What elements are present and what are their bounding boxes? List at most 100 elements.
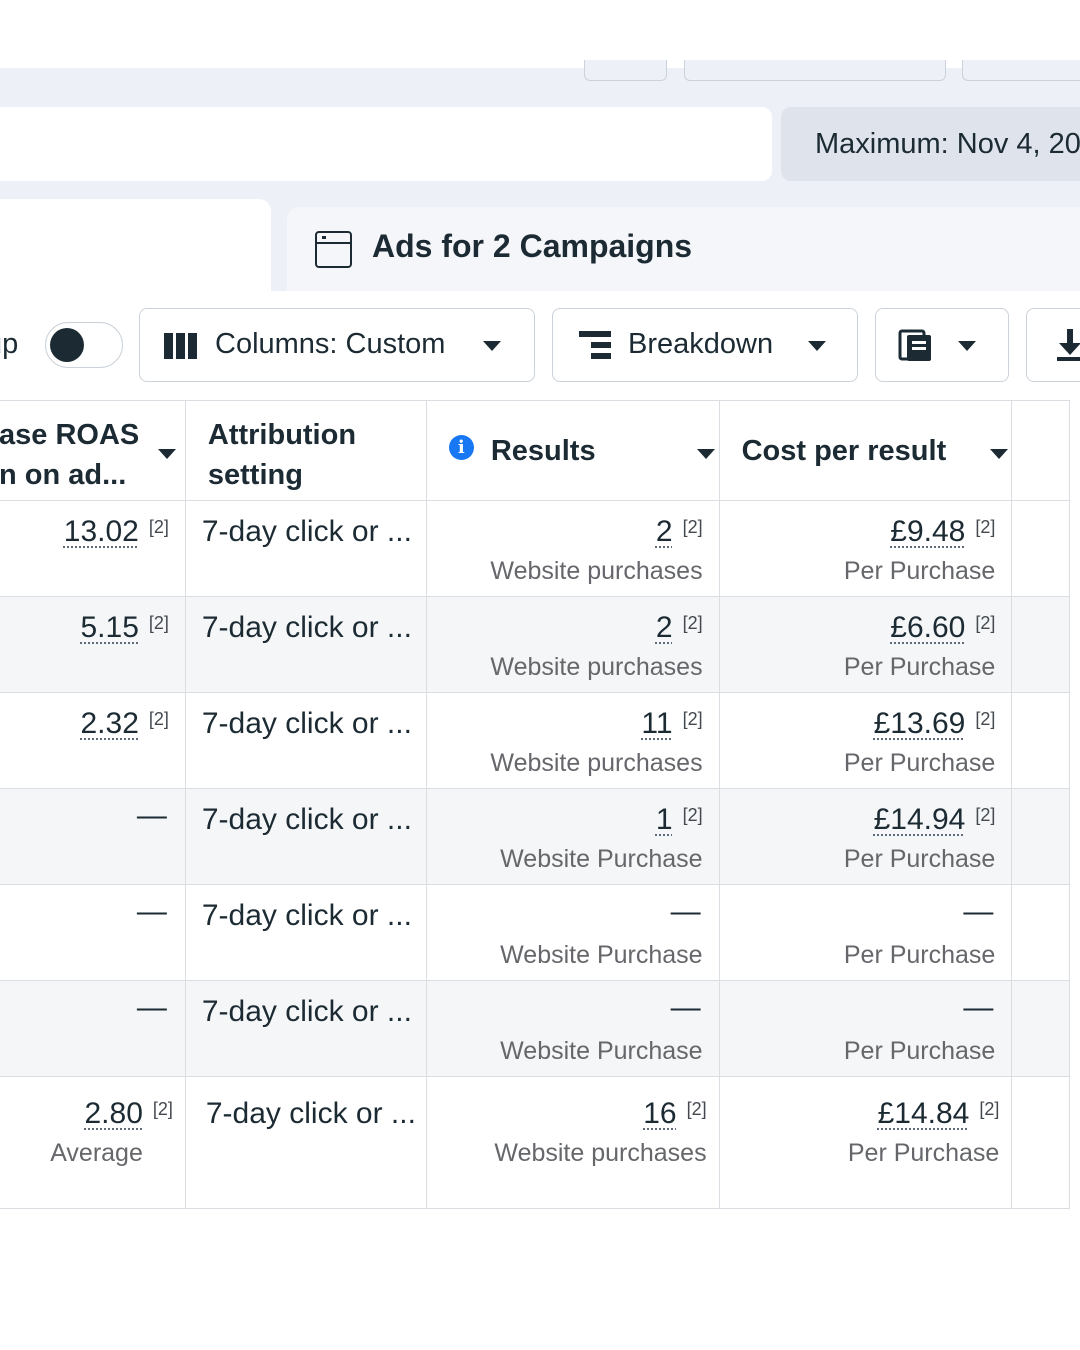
toggle-label: up xyxy=(0,328,19,360)
footnote-marker: [2] xyxy=(686,1099,707,1119)
cost-type: Per Purchase xyxy=(843,845,996,873)
attribution-value: 7-day click or ... xyxy=(201,995,412,1028)
header-results-label: Results xyxy=(490,435,596,467)
table-row[interactable]: 5.15 [2] 7-day click or ... 2 [2] Website p… xyxy=(0,596,1070,693)
table-total-row: 2.80 [2] Average 7-day click or ... 16 [2] W… xyxy=(0,1076,1070,1209)
results-type: Website purchases xyxy=(490,653,703,681)
footnote-marker: [2] xyxy=(975,805,996,825)
top-toolbar-button[interactable] xyxy=(684,60,946,81)
roas-total-type: Average xyxy=(50,1139,143,1167)
table-row[interactable]: — 7-day click or ... — Website Purchase —… xyxy=(0,980,1070,1077)
roas-total[interactable]: 2.80 xyxy=(84,1097,143,1130)
tab-title: Ads for 2 Campaigns xyxy=(372,228,693,264)
chevron-down-icon[interactable] xyxy=(989,449,1008,459)
results-value: — xyxy=(670,895,701,928)
roas-value[interactable]: 13.02 xyxy=(63,515,139,548)
chevron-down-icon[interactable] xyxy=(696,449,715,459)
toggle-knob xyxy=(50,328,84,362)
results-type: Website purchases xyxy=(490,557,703,585)
header-attribution-label: Attribution setting xyxy=(207,419,357,491)
reports-button[interactable] xyxy=(875,308,1009,382)
results-type: Website Purchase xyxy=(500,941,703,969)
footnote-marker: [2] xyxy=(682,517,703,537)
chevron-down-icon xyxy=(483,341,501,351)
results-type: Website Purchase xyxy=(500,845,703,873)
footnote-marker: [2] xyxy=(152,1099,173,1119)
cost-type: Per Purchase xyxy=(843,1037,996,1065)
breakdown-button[interactable]: Breakdown xyxy=(552,308,858,382)
search-filter-bar[interactable] xyxy=(0,107,772,181)
footnote-marker: [2] xyxy=(979,1099,1000,1119)
attribution-value: 7-day click or ... xyxy=(205,1097,416,1130)
breakdown-label: Breakdown xyxy=(628,328,774,360)
roas-value: — xyxy=(136,895,167,928)
cost-value[interactable]: £14.94 xyxy=(873,803,966,836)
table-row[interactable]: 13.02 [2] 7-day click or ... 2 [2] Website … xyxy=(0,500,1070,597)
column-header-results[interactable]: i Results xyxy=(425,400,720,501)
attribution-value: 7-day click or ... xyxy=(201,515,412,548)
results-type: Website Purchase xyxy=(500,1037,703,1065)
info-icon[interactable]: i xyxy=(448,435,474,460)
cost-value: — xyxy=(963,991,994,1024)
chevron-down-icon[interactable] xyxy=(158,449,176,459)
results-type: Website purchases xyxy=(490,749,703,777)
results-total-type: Website purchases xyxy=(494,1139,707,1167)
results-total[interactable]: 16 xyxy=(643,1097,677,1130)
cost-value[interactable]: £6.60 xyxy=(890,611,966,644)
table-row[interactable]: — 7-day click or ... — Website Purchase —… xyxy=(0,884,1070,981)
reports-icon xyxy=(898,329,931,361)
results-value[interactable]: 2 xyxy=(655,515,673,548)
column-header-next[interactable] xyxy=(1011,400,1070,501)
columns-button[interactable]: Columns: Custom xyxy=(139,308,535,382)
attribution-value: 7-day click or ... xyxy=(201,803,412,836)
cost-total[interactable]: £14.84 xyxy=(877,1097,970,1130)
results-value[interactable]: 1 xyxy=(655,803,673,836)
attribution-value: 7-day click or ... xyxy=(201,707,412,740)
header-roas-label: ase ROAS n on ad... xyxy=(0,419,140,491)
footnote-marker: [2] xyxy=(682,613,703,633)
roas-value: — xyxy=(136,799,167,832)
ads-tab[interactable] xyxy=(287,207,1080,297)
cost-total-type: Per Purchase xyxy=(847,1139,1000,1167)
date-range-picker[interactable]: Maximum: Nov 4, 20 xyxy=(781,107,1080,181)
chevron-down-icon xyxy=(808,341,826,351)
ads-table: ase ROAS n on ad... Attribution setting … xyxy=(0,400,1070,1209)
column-header-cost[interactable]: Cost per result xyxy=(718,400,1013,501)
results-value[interactable]: 2 xyxy=(655,611,673,644)
footnote-marker: [2] xyxy=(682,709,703,729)
footnote-marker: [2] xyxy=(682,805,703,825)
footnote-marker: [2] xyxy=(148,709,169,729)
campaigns-tab[interactable] xyxy=(0,199,271,299)
results-value: — xyxy=(670,991,701,1024)
view-toggle[interactable] xyxy=(45,322,123,368)
footnote-marker: [2] xyxy=(148,613,169,633)
calendar-tab-icon xyxy=(315,231,352,268)
table-row[interactable]: 2.32 [2] 7-day click or ... 11 [2] Website … xyxy=(0,692,1070,789)
column-header-attribution[interactable]: Attribution setting xyxy=(184,400,427,501)
columns-label: Columns: Custom xyxy=(215,328,446,360)
export-button[interactable] xyxy=(1026,308,1080,382)
header-cost-label: Cost per result xyxy=(741,435,947,467)
roas-value: — xyxy=(136,991,167,1024)
top-toolbar-button[interactable] xyxy=(584,60,667,81)
cost-value: — xyxy=(963,895,994,928)
table-row[interactable]: — 7-day click or ... 1 [2] Website Purchas… xyxy=(0,788,1070,885)
date-range-label: Maximum: Nov 4, 20 xyxy=(815,128,1080,160)
cost-type: Per Purchase xyxy=(843,557,996,585)
attribution-value: 7-day click or ... xyxy=(201,899,412,932)
column-header-roas[interactable]: ase ROAS n on ad... xyxy=(0,400,186,501)
footnote-marker: [2] xyxy=(148,517,169,537)
roas-value[interactable]: 5.15 xyxy=(80,611,139,644)
chevron-down-icon xyxy=(958,341,976,351)
cost-type: Per Purchase xyxy=(843,941,996,969)
results-value[interactable]: 11 xyxy=(641,707,673,740)
breakdown-icon xyxy=(579,331,611,361)
cost-type: Per Purchase xyxy=(843,653,996,681)
roas-value[interactable]: 2.32 xyxy=(80,707,139,740)
top-toolbar-button[interactable] xyxy=(962,60,1080,81)
footnote-marker: [2] xyxy=(975,517,996,537)
cost-value[interactable]: £13.69 xyxy=(873,707,966,740)
download-icon xyxy=(1057,329,1080,361)
footnote-marker: [2] xyxy=(975,709,996,729)
cost-value[interactable]: £9.48 xyxy=(890,515,966,548)
